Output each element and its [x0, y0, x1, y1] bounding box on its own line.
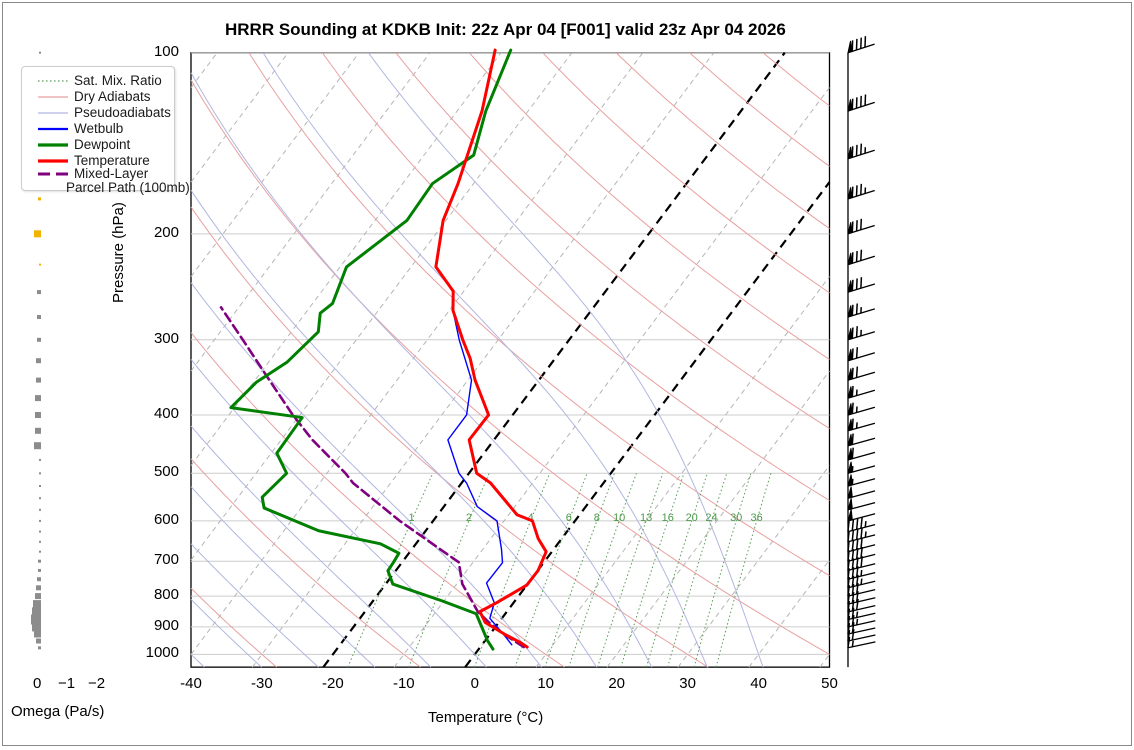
svg-text:30: 30: [730, 512, 742, 524]
svg-text:2: 2: [466, 512, 472, 524]
svg-text:10: 10: [613, 512, 625, 524]
svg-text:1: 1: [408, 512, 414, 524]
svg-text:6: 6: [566, 512, 572, 524]
svg-text:13: 13: [640, 512, 652, 524]
svg-text:8: 8: [594, 512, 600, 524]
svg-text:20: 20: [686, 512, 698, 524]
svg-text:16: 16: [662, 512, 674, 524]
svg-text:36: 36: [750, 512, 762, 524]
svg-text:24: 24: [705, 512, 717, 524]
